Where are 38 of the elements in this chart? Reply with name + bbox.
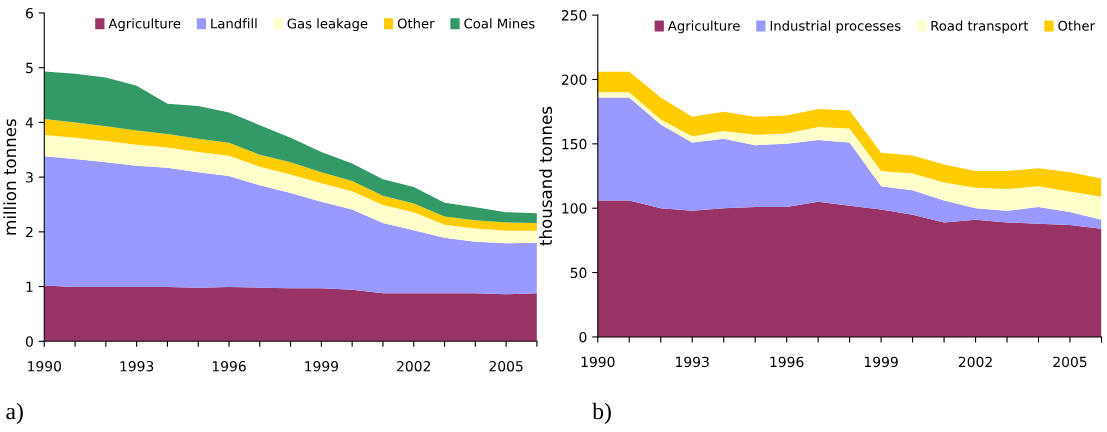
x-tick-label: 1999	[305, 360, 339, 372]
legend-label: Other	[397, 18, 435, 29]
legend-label: Road transport	[931, 20, 1029, 34]
x-tick-label: 1993	[676, 356, 709, 368]
x-tick-label: 2005	[489, 360, 523, 372]
x-tick-label: 1996	[770, 356, 804, 368]
text: a)	[6, 402, 23, 425]
legend-label: Coal Mines	[464, 18, 535, 29]
y-tick-label: 6	[26, 7, 33, 19]
y-axis-title: million tonnes	[3, 119, 17, 235]
y-tick-label: 1	[26, 281, 33, 292]
x-tick-label: 2002	[397, 360, 431, 372]
x-tick-label: 2005	[1053, 356, 1087, 368]
x-tick-label: 1993	[120, 360, 154, 372]
y-tick-label: 3	[26, 172, 33, 183]
y-tick-label: 50	[570, 267, 587, 279]
legend-label: Other	[1058, 20, 1095, 31]
y-tick-label: 150	[562, 138, 587, 150]
x-tick-label: 1996	[212, 360, 246, 372]
y-tick-label: 4	[25, 117, 34, 128]
y-axis-title: thousand tonnes	[539, 106, 553, 246]
legend-label: Industrial processes	[770, 20, 901, 34]
x-tick-label: 2002	[958, 356, 992, 368]
y-tick-label: 100	[562, 203, 587, 214]
y-tick-label: 2	[26, 226, 33, 238]
y-tick-label: 5	[26, 62, 33, 74]
y-tick-label: 0	[579, 331, 587, 343]
x-tick-label: 1990	[581, 356, 615, 368]
y-tick-label: 250	[561, 10, 587, 21]
legend-label: Landfill	[211, 18, 257, 29]
legend-label: Agriculture	[108, 18, 181, 32]
legend-label: Agriculture	[667, 20, 740, 34]
y-tick-label: 200	[561, 74, 587, 85]
legend-label: Gas leakage	[287, 18, 368, 32]
text: b)	[592, 402, 611, 425]
y-tick-label: 0	[25, 336, 33, 347]
x-tick-label: 1999	[864, 356, 898, 368]
x-tick-label: 1990	[28, 360, 62, 372]
